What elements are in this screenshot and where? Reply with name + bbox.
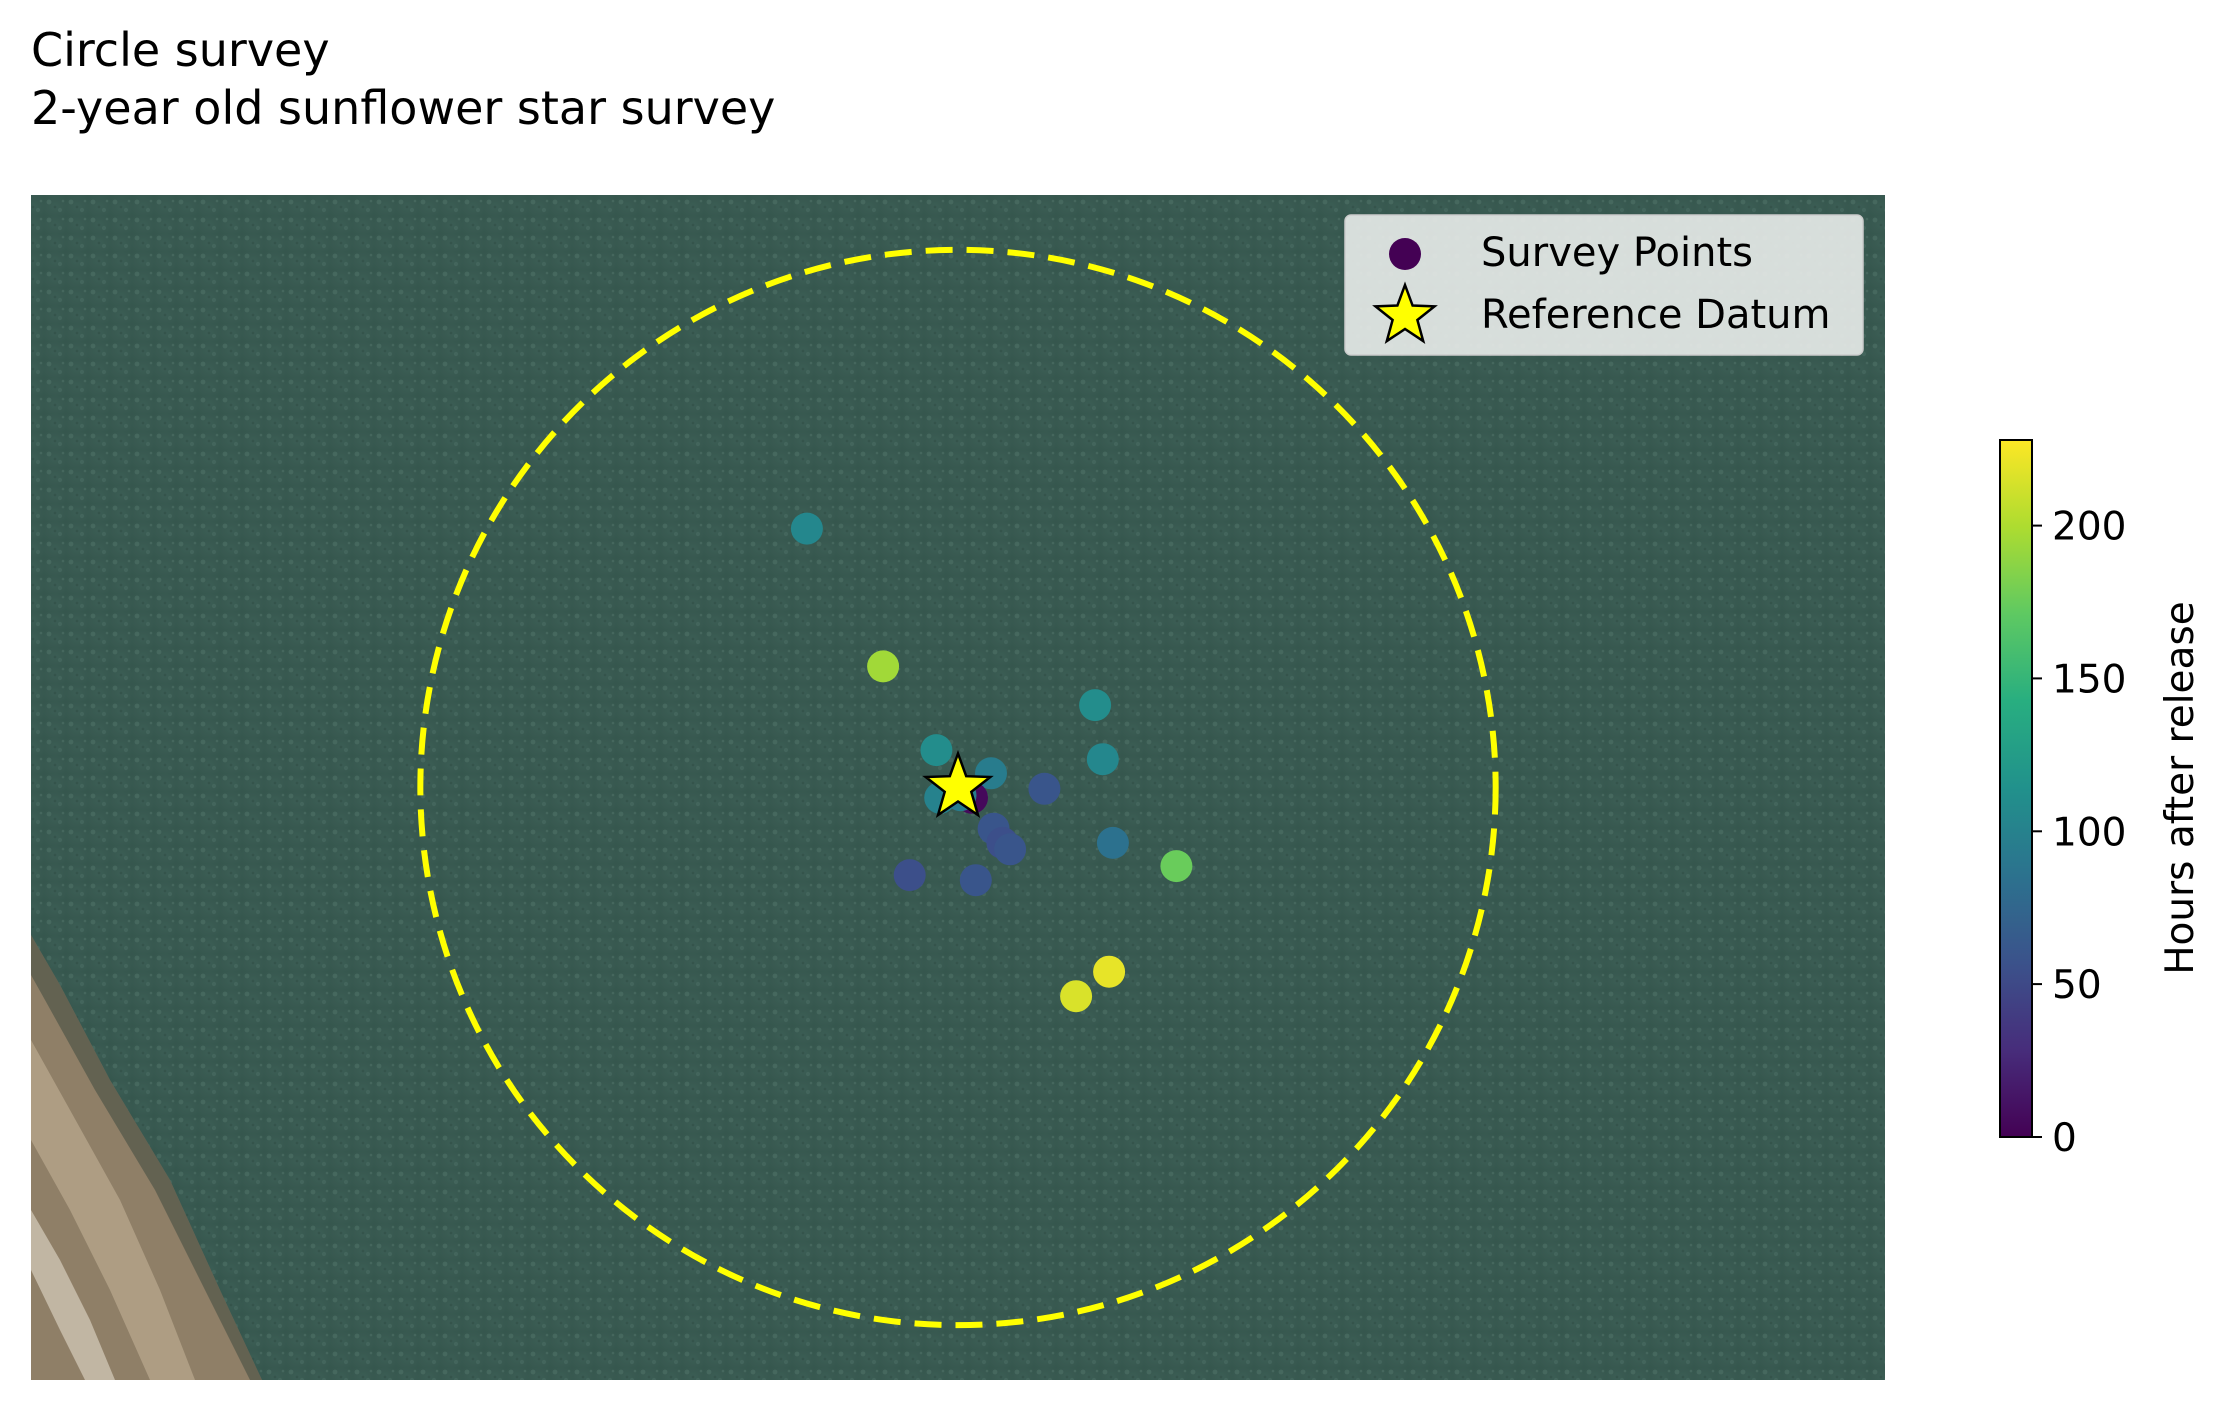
shoreline-pale-edge	[31, 1210, 115, 1380]
legend-marker-reference-datum	[1372, 281, 1438, 344]
survey-point-13	[1096, 826, 1129, 859]
colorbar-tick-label-50: 50	[2052, 963, 2102, 1008]
survey-point-18	[1060, 980, 1093, 1013]
survey-point-2	[1079, 689, 1112, 722]
shoreline-shadow	[31, 935, 262, 1380]
colorbar-tick-label-150: 150	[2052, 657, 2126, 702]
legend: Survey Points Reference Datum	[1344, 214, 1864, 356]
chart-subtitle: 2-year old sunflower star survey	[31, 81, 775, 135]
plot-area	[31, 195, 1885, 1380]
survey-point-12	[994, 833, 1027, 866]
reference-datum-star	[922, 749, 994, 818]
legend-box	[1344, 214, 1864, 356]
survey-point-1	[867, 650, 900, 683]
chart-title: Circle survey	[31, 23, 330, 77]
survey-point-16	[959, 864, 992, 897]
legend-marker-survey-points	[1389, 238, 1421, 270]
colorbar: 0 50 100 150 200 Hours after release	[1999, 439, 2203, 1161]
survey-point-14	[1160, 850, 1193, 883]
survey-point-17	[1093, 955, 1126, 988]
colorbar-tick-label-0: 0	[2052, 1116, 2077, 1161]
colorbar-label: Hours after release	[2158, 601, 2203, 975]
legend-label-survey-points: Survey Points	[1481, 230, 1753, 276]
colorbar-tick-label-200: 200	[2052, 505, 2126, 550]
survey-point-7	[1028, 772, 1061, 805]
shoreline-highlight	[31, 1040, 195, 1380]
colorbar-gradient	[1999, 439, 2033, 1138]
survey-point-15	[893, 859, 926, 892]
survey-radius-circle	[417, 246, 1499, 1329]
survey-point-0	[790, 512, 823, 545]
survey-point-3	[1086, 743, 1119, 776]
colorbar-tick-label-100: 100	[2052, 810, 2126, 855]
survey-point-4	[920, 734, 953, 767]
legend-label-reference-datum: Reference Datum	[1481, 292, 1830, 338]
